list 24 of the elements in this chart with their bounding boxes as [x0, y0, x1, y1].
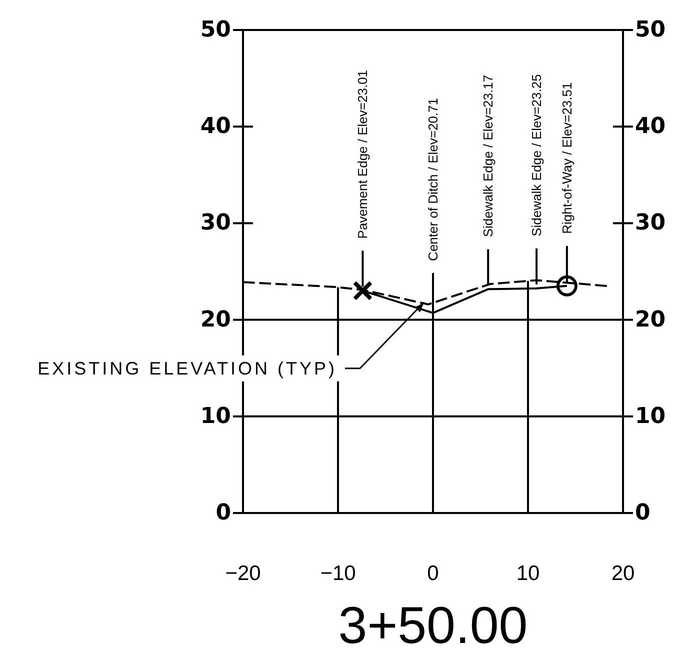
annotation: EXISTING ELEVATION (TYP) [38, 358, 337, 378]
y2-tick-label: 10 [635, 404, 666, 429]
annotation: Right-of-Way / Elev=23.51 [559, 82, 574, 234]
y-tick-label: 40 [200, 114, 231, 140]
y-tick-label: 10 [200, 404, 231, 429]
annotation: Pavement Edge / Elev=23.01 [355, 70, 370, 239]
x-tick-label: −10 [320, 562, 356, 585]
annotation: Center of Ditch / Elev=20.71 [426, 98, 440, 261]
x-tick-label: −20 [225, 562, 261, 585]
x-tick-label: 0 [427, 562, 439, 585]
y-tick-label: 50 [200, 18, 231, 42]
y-tick-label: 30 [200, 210, 231, 236]
y-tick-label: 0 [216, 500, 231, 526]
y2-tick-label: 40 [635, 114, 666, 140]
annotation: Sidewalk Edge / Elev=23.17 [480, 74, 496, 238]
y2-tick-label: 20 [635, 307, 666, 332]
y2-tick-label: 50 [635, 18, 666, 42]
annotation: Sidewalk Edge / Elev=23.25 [529, 74, 544, 236]
y-tick-label: 20 [200, 307, 231, 332]
x-tick-label: 10 [516, 562, 540, 585]
y2-tick-label: 30 [635, 210, 666, 236]
x-tick-label: 20 [611, 562, 635, 585]
x-axis-title: 3+50.00 [338, 597, 528, 655]
y2-tick-label: 0 [635, 500, 650, 526]
